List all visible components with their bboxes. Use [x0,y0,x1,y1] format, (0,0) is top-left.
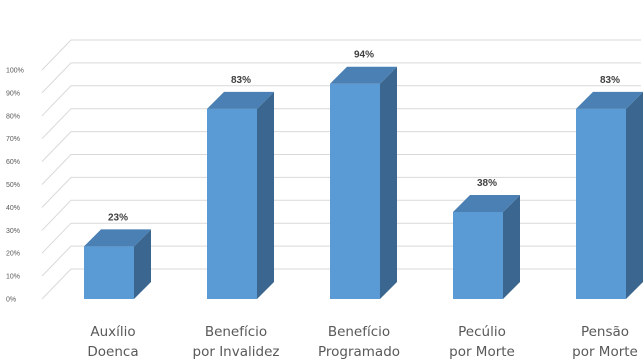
gridline [41,154,641,185]
y-tick-label: 20% [6,251,20,258]
bar [84,229,151,299]
y-tick-label: 90% [6,90,20,97]
gridline [41,62,641,94]
y-tick-label: 60% [6,159,20,166]
y-tick-label: 50% [6,182,20,189]
data-label: 94% [354,50,374,61]
gridline [41,39,641,71]
gridline [41,245,641,277]
category-label: Benefício Programado [318,324,400,360]
bar-front [84,246,134,299]
y-tick-label: 0% [6,297,16,304]
bar-side [503,194,520,299]
y-tick-label: 40% [6,205,20,212]
gridline [41,85,641,117]
category-label: Benefício por Invalidez [193,324,280,360]
bar-front [453,211,503,299]
x-axis-categories: Auxílio Doenca Benefício por Invalidez Benef… [87,324,637,360]
gridline [41,222,641,254]
bars [84,66,643,300]
grid-lines [41,39,641,300]
bar-side [134,229,151,299]
y-tick-label: 10% [6,274,20,281]
bar-top [453,194,520,212]
bar-side [257,91,274,300]
data-label: 83% [600,75,620,86]
bar-top [576,91,643,109]
gridline [41,131,641,162]
bar-side [626,91,643,300]
bar-top [84,229,151,247]
data-label: 38% [477,178,497,189]
bar [576,91,643,300]
y-axis-ticks: 0% 10% 20% 30% 40% 50% 60% 70% 80% 90% 100% [6,68,24,304]
bar-front [207,108,257,300]
bar-side [380,66,397,300]
bar-top [330,66,397,84]
data-label: 83% [231,75,251,86]
bar [453,194,520,299]
data-labels: 23% 83% 94% 38% 83% [108,50,620,224]
category-label: Pensão por Morte [572,324,638,360]
bar-front [330,83,380,300]
gridline [41,108,641,140]
bar-top [207,91,274,109]
y-tick-label: 30% [6,228,20,235]
bar [330,66,397,300]
gridline [41,268,641,300]
bar-front [576,108,626,300]
gridline [41,176,641,208]
category-label: Pecúlio por Morte [449,324,515,360]
data-label: 23% [108,212,128,223]
y-tick-label: 100% [6,68,24,75]
gridline [41,199,641,231]
y-tick-label: 70% [6,136,20,143]
category-label: Auxílio Doenca [87,324,138,360]
bar [207,91,274,300]
y-tick-label: 80% [6,113,20,120]
